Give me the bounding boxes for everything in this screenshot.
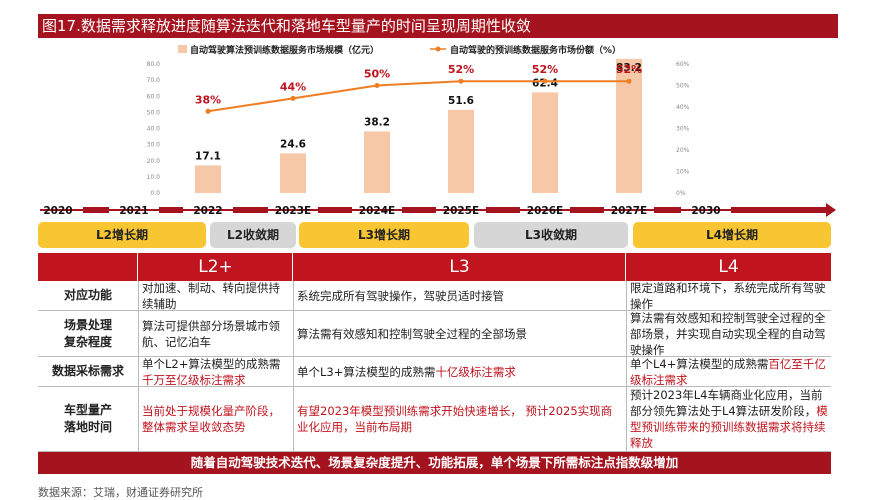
table-footer: 随着自动驾驶技术迭代、场景复杂度提升、功能拓展，单个场景下所需标注点指数级增加 xyxy=(38,452,831,474)
row-label: 数据采标需求 xyxy=(38,357,138,387)
timeline-segment xyxy=(83,207,109,213)
table-cell: 有望2023年模型预训练需求开始快速增长， 预计2025实现商业化应用，当前布局… xyxy=(293,387,626,452)
header-divider xyxy=(625,253,626,281)
share-point xyxy=(458,78,464,84)
timeline-year: 2020 xyxy=(43,205,72,217)
header-divider xyxy=(292,253,293,281)
y-right-tick-label: 20% xyxy=(676,147,690,154)
table-cell: 对加速、制动、转向提供持续辅助 xyxy=(138,281,293,311)
timeline-arrow xyxy=(826,203,836,217)
comparison-table: L2+ L3 L4 对应功能 对加速、制动、转向提供持续辅助 系统完成所有驾驶操作，… xyxy=(38,253,831,474)
timeline-year: 2023E xyxy=(275,205,311,217)
timeline-year: 2030 xyxy=(691,205,720,217)
y-left-tick-label: 80.0 xyxy=(147,61,161,68)
y-right-tick-label: 0% xyxy=(676,190,686,197)
y-right-tick-label: 30% xyxy=(676,126,690,133)
row-label: 对应功能 xyxy=(38,281,138,311)
table-cell: 算法可提供部分场景城市领航、记忆泊车 xyxy=(138,311,293,357)
y-left-tick-label: 30.0 xyxy=(147,142,161,149)
table-header-l3: L3 xyxy=(293,253,626,281)
chart: 0.0 10.0 20.0 30.0 40.0 50.0 60.0 70.0 80.0 0% 10%… xyxy=(40,44,836,217)
header-divider xyxy=(137,253,138,281)
bar xyxy=(448,109,474,193)
source-note: 数据来源：艾瑞，财通证券研究所 xyxy=(38,486,203,499)
share-value-label: 52% xyxy=(532,63,558,76)
bar-value-label: 17.1 xyxy=(195,150,221,162)
y-left-tick-label: 60.0 xyxy=(147,93,161,100)
table-header-l2: L2+ xyxy=(138,253,293,281)
phase-grow: L2增长期 xyxy=(38,222,206,248)
share-point xyxy=(626,78,632,84)
timeline-year: 2027E xyxy=(611,205,647,217)
row-label: 场景处理复杂程度 xyxy=(38,311,138,357)
share-value-label: 38% xyxy=(195,93,221,106)
timeline-year: 2021 xyxy=(119,205,148,217)
share-point xyxy=(205,108,211,114)
y-left-tick-label: 10.0 xyxy=(147,174,161,181)
table-cell: 算法需有效感知和控制驾驶全过程的全部场景，并实现自动实现全程的自动驾驶操作 xyxy=(626,311,831,357)
timeline-segment xyxy=(570,207,604,213)
figure-title: 图17.数据需求释放进度随算法迭代和落地车型量产的时间呈现周期性收敛 xyxy=(38,14,838,38)
bar xyxy=(280,153,306,193)
row-label: 车型量产落地时间 xyxy=(38,387,138,452)
bar-value-label: 24.6 xyxy=(280,138,306,150)
timeline-year: 2022 xyxy=(193,205,222,217)
share-point xyxy=(374,83,380,88)
share-value-label: 52% xyxy=(616,63,642,76)
timeline-segment xyxy=(233,207,268,213)
share-value-label: 52% xyxy=(448,63,474,76)
table-cell: 预计2023年L4车辆商业化应用，当前部分领先算法处于L4算法研发阶段，模型预训… xyxy=(626,387,831,452)
legend-swatch-dot xyxy=(435,46,441,52)
share-point xyxy=(290,95,296,101)
table-cell: 单个L4+算法模型的成熟需百亿至千亿级标注需求 xyxy=(626,357,831,387)
share-point xyxy=(542,78,548,84)
bar xyxy=(532,92,558,193)
y-left-tick-label: 0.0 xyxy=(150,190,160,197)
legend-swatch-bar xyxy=(178,45,187,53)
table-cell: 单个L2+算法模型的成熟需千万至亿级标注需求 xyxy=(138,357,293,387)
bar xyxy=(195,165,221,193)
y-right-tick-label: 40% xyxy=(676,104,690,111)
phase-cons: L2收敛期 xyxy=(210,222,296,248)
y-left-tick-label: 20.0 xyxy=(147,158,161,165)
table-cell: 限定道路和环境下，系统完成所有驾驶操作 xyxy=(626,281,831,311)
table-cell: 算法需有效感知和控制驾驶全过程的全部场景 xyxy=(293,311,626,357)
timeline-segment xyxy=(486,207,520,213)
phase-grow: L4增长期 xyxy=(633,222,831,248)
y-right-tick-label: 60% xyxy=(676,61,690,68)
timeline-year: 2026E xyxy=(527,205,563,217)
timeline-segment xyxy=(318,207,352,213)
phase-cons: L3收敛期 xyxy=(474,222,628,248)
y-right-tick-label: 10% xyxy=(676,169,690,176)
table-cell: 单个L3+算法模型的成熟需十亿级标注需求 xyxy=(293,357,626,387)
legend-label-bar: 自动驾驶算法预训练数据服务市场规模（亿元） xyxy=(190,44,379,56)
bar-value-label: 83.2 xyxy=(616,62,642,74)
bar-value-label: 51.6 xyxy=(448,95,474,107)
timeline-segment xyxy=(654,207,681,213)
y-right-tick-label: 50% xyxy=(676,83,690,90)
phase-grow: L3增长期 xyxy=(299,222,469,248)
bar xyxy=(364,131,390,193)
table-header-blank xyxy=(38,253,138,281)
timeline-year: 2024E xyxy=(359,205,395,217)
timeline-segment xyxy=(731,207,826,213)
share-line xyxy=(207,80,629,113)
timeline-segment xyxy=(402,207,436,213)
y-left-tick-label: 70.0 xyxy=(147,77,161,84)
y-left-tick-label: 40.0 xyxy=(147,126,161,133)
share-value-label: 50% xyxy=(364,68,390,81)
timeline-segment xyxy=(159,207,183,213)
share-value-label: 44% xyxy=(280,80,306,93)
table-cell: 系统完成所有驾驶操作，驾驶员适时接管 xyxy=(293,281,626,311)
legend-label-line: 自动驾驶的预训练数据服务市场份额（%） xyxy=(450,44,621,56)
bar-value-label: 38.2 xyxy=(364,116,390,128)
y-left-tick-label: 50.0 xyxy=(147,109,161,116)
table-header-l4: L4 xyxy=(626,253,831,281)
table-cell: 当前处于规模化量产阶段，整体需求呈收敛态势 xyxy=(138,387,293,452)
timeline-year: 2025E xyxy=(443,205,479,217)
